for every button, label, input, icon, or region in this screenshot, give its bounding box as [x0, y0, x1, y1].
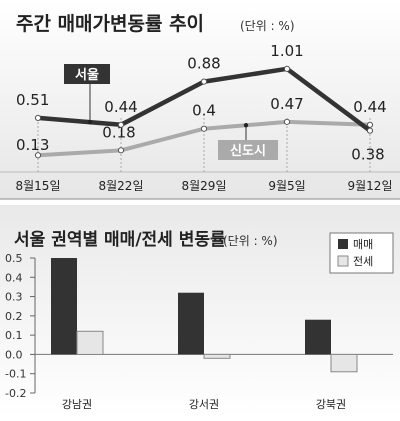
data-label: 0.18 [102, 123, 135, 141]
category-label: 강서권 [189, 398, 219, 411]
bar-chart-layer: 0.5 0.4 0.3 0.2 0.1 0.0 -0.1 -0.2 강남권 강서권 강북권 [5, 252, 393, 411]
x-tick-label: 8월15일 [16, 179, 61, 193]
series-callout-label: 신도시 [230, 144, 266, 159]
data-point [283, 118, 291, 125]
data-label: 0.38 [351, 146, 384, 164]
data-point [34, 114, 42, 122]
legend-swatch-sale [338, 239, 348, 249]
x-tick-label: 8월22일 [99, 179, 144, 193]
line-chart-layer: 8월15일 8월22일 8월29일 9월5일 9월12일 0.13 0.18 0.4 0.47 0… [0, 42, 400, 193]
x-tick-label: 9월5일 [268, 179, 305, 193]
data-label: 0.88 [187, 55, 220, 73]
legend-label-jeonse: 전세 [353, 255, 373, 268]
data-point [117, 147, 125, 154]
bar-sale [178, 292, 204, 355]
data-label: 0.51 [16, 91, 49, 109]
y-tick-label: 0.3 [5, 291, 23, 304]
callout-dot [243, 123, 249, 128]
bar-chart-unit: (단위 : %) [223, 234, 278, 248]
x-tick-label: 9월12일 [348, 179, 393, 193]
line-chart-background [0, 0, 400, 199]
data-point [200, 78, 208, 85]
data-point [366, 127, 374, 134]
bar-jeonse [330, 353, 358, 373]
data-point [117, 121, 125, 128]
category-label: 강북권 [316, 398, 346, 411]
bar-chart-panel: 서울 권역별 매매/전세 변동률 (단위 : %) 매매 전세 0.50.40.… [0, 205, 400, 417]
series-callout-box [218, 140, 278, 160]
y-tick-label: 0.4 [5, 271, 23, 284]
line-chart-panel: 주간 매매가변동률 추이 (단위 : %) 8월15일 8월22일 8월29일 9월5… [0, 0, 400, 200]
line-chart-unit: (단위 : %) [240, 19, 295, 33]
y-tick-label: 0.1 [5, 329, 23, 342]
bar-chart-title: 서울 권역별 매매/전세 변동률 [14, 230, 226, 250]
data-point [283, 65, 291, 72]
y-tick-label: 0.5 [5, 252, 23, 265]
legend-label-sale: 매매 [353, 238, 373, 251]
x-tick-label: 8월29일 [182, 179, 227, 193]
data-label: 0.13 [16, 136, 49, 154]
bar-sale [51, 258, 77, 355]
data-point [200, 125, 208, 132]
bar-jeonse [76, 330, 104, 355]
data-point [34, 152, 42, 159]
legend-swatch-jeonse [337, 255, 349, 267]
series-callout-label: 서울 [75, 67, 99, 83]
bar-sale [305, 319, 331, 355]
data-label: 0.44 [353, 98, 386, 116]
data-label: 0.47 [270, 95, 303, 113]
y-tick-label: 0.2 [5, 310, 23, 323]
data-label: 0.44 [104, 98, 137, 116]
callout-dot [87, 120, 93, 125]
data-point [366, 121, 374, 128]
y-tick-label: 0.0 [5, 348, 23, 361]
category-label: 강남권 [62, 398, 92, 411]
y-tick-label: -0.2 [5, 387, 26, 400]
data-label: 0.4 [192, 102, 216, 120]
y-tick-label: -0.1 [5, 368, 26, 381]
series-callout-box [64, 64, 110, 84]
data-label: 1.01 [270, 42, 303, 60]
line-chart-title: 주간 매매가변동률 추이 [16, 13, 204, 35]
bar-jeonse [203, 353, 231, 359]
